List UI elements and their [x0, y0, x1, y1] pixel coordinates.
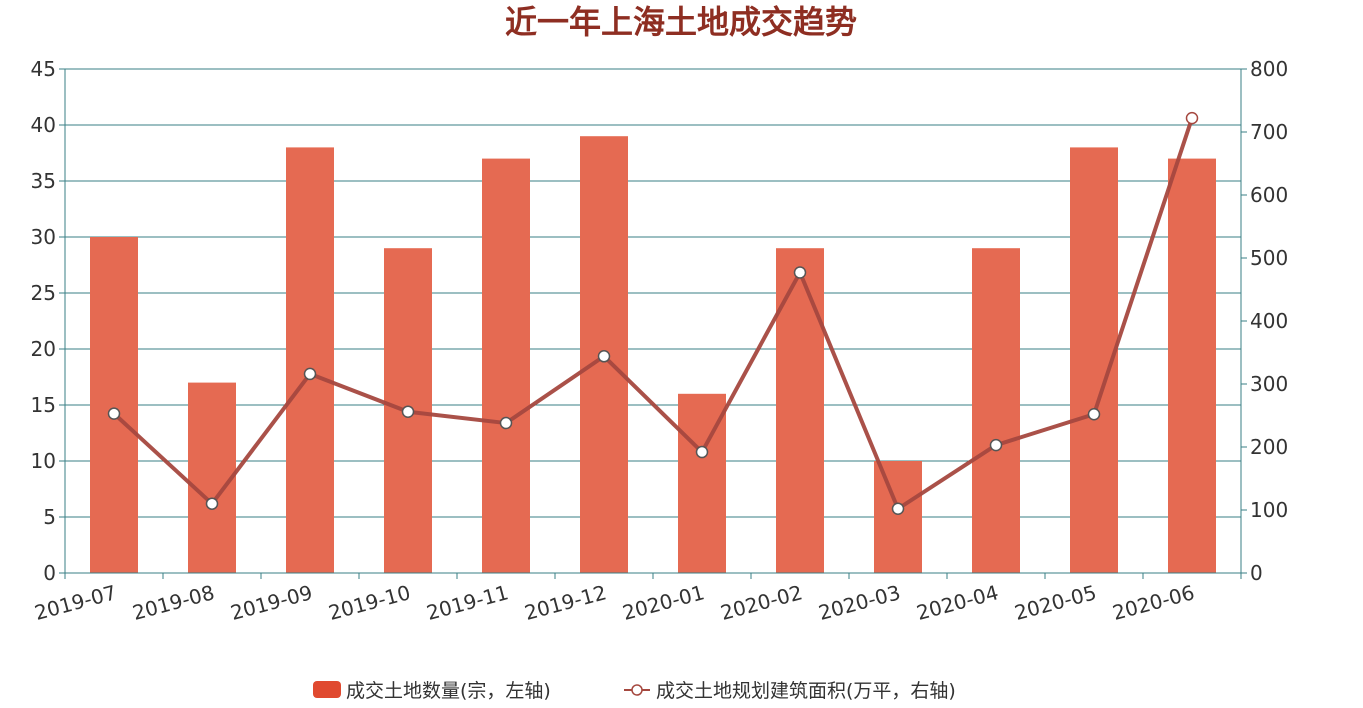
left-tick-label: 5	[43, 505, 56, 529]
left-tick-label: 25	[31, 281, 56, 305]
line-path	[112, 117, 1194, 511]
grid-lines	[65, 68, 1241, 518]
chart-title: 近一年上海土地成交趋势	[505, 3, 857, 41]
left-tick-label: 15	[31, 393, 56, 417]
line-point[interactable]	[1087, 407, 1101, 421]
legend-item-bar[interactable]: 成交土地数量(宗，左轴)	[313, 680, 551, 702]
line-point[interactable]	[499, 416, 513, 430]
bar[interactable]	[286, 147, 334, 573]
bar[interactable]	[482, 158, 530, 573]
left-tick-label: 30	[31, 225, 56, 249]
bar[interactable]	[1168, 158, 1216, 573]
right-tick-label: 100	[1250, 498, 1288, 522]
legend-bar-label: 成交土地数量(宗，左轴)	[346, 680, 551, 702]
right-tick-label: 200	[1250, 435, 1288, 459]
x-tick-label: 2019-08	[130, 580, 217, 625]
legend-line-marker	[631, 684, 643, 696]
line-series	[107, 111, 1199, 515]
legend-bar-swatch	[313, 681, 341, 698]
x-tick-label: 2020-03	[816, 580, 903, 625]
line-point[interactable]	[695, 445, 709, 459]
legend-line-label: 成交土地规划建筑面积(万平，右轴)	[656, 680, 956, 702]
x-tick-label: 2020-01	[620, 580, 707, 625]
x-tick-label: 2020-05	[1012, 580, 1099, 625]
x-tick-label: 2020-02	[718, 580, 805, 625]
line-point[interactable]	[401, 405, 415, 418]
bar[interactable]	[776, 248, 824, 573]
bar-series	[90, 136, 1216, 573]
line-point[interactable]	[597, 350, 611, 363]
left-tick-label: 40	[31, 113, 56, 137]
bar[interactable]	[972, 248, 1020, 573]
bar[interactable]	[188, 382, 236, 573]
legend-item-line[interactable]: 成交土地规划建筑面积(万平，右轴)	[624, 680, 956, 702]
bar[interactable]	[874, 461, 922, 573]
right-tick-label: 700	[1250, 120, 1288, 144]
right-tick-label: 300	[1250, 372, 1288, 396]
x-tick-label: 2019-09	[228, 580, 315, 625]
left-tick-label: 45	[31, 57, 56, 81]
x-tick-label: 2019-07	[32, 580, 119, 625]
left-tick-label: 20	[31, 337, 56, 361]
right-tick-label: 600	[1250, 183, 1288, 207]
x-tick-label: 2020-04	[914, 580, 1001, 625]
right-tick-label: 0	[1250, 561, 1263, 585]
line-point[interactable]	[989, 438, 1003, 452]
line-point[interactable]	[205, 497, 219, 510]
left-tick-label: 35	[31, 169, 56, 193]
line-point[interactable]	[1185, 111, 1199, 125]
x-tick-label: 2019-12	[522, 580, 609, 625]
x-tick-label: 2019-11	[424, 580, 511, 625]
left-tick-label: 10	[31, 449, 56, 473]
right-tick-label: 500	[1250, 246, 1288, 270]
line-point[interactable]	[891, 502, 905, 515]
right-tick-label: 800	[1250, 57, 1288, 81]
bar[interactable]	[90, 237, 138, 573]
line-point[interactable]	[107, 407, 121, 420]
right-tick-label: 400	[1250, 309, 1288, 333]
line-point[interactable]	[793, 266, 807, 279]
legend[interactable]: 成交土地数量(宗，左轴) 成交土地规划建筑面积(万平，右轴)	[313, 680, 956, 702]
line-point[interactable]	[303, 367, 317, 381]
left-tick-label: 0	[43, 561, 56, 585]
x-tick-label: 2019-10	[326, 580, 413, 625]
x-tick-label: 2020-06	[1110, 580, 1197, 625]
